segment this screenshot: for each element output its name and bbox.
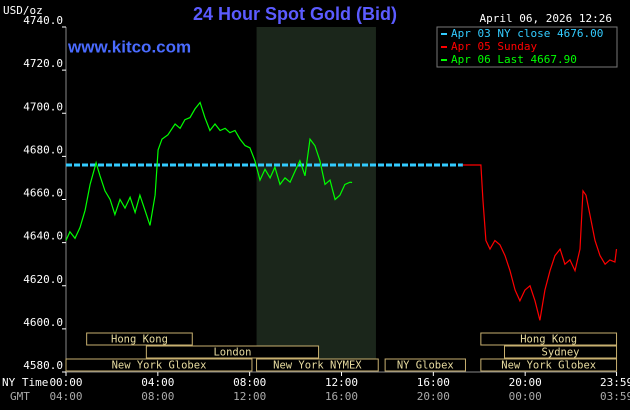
legend-label: Apr 03 NY close 4676.00 bbox=[451, 27, 603, 40]
legend-label: Apr 06 Last 4667.90 bbox=[451, 53, 577, 66]
session-label: Hong Kong bbox=[111, 334, 168, 346]
y-tick-label: 4680.0 bbox=[23, 143, 63, 156]
session-bar bbox=[480, 358, 618, 372]
session-bar bbox=[480, 332, 618, 346]
x-tick-label: 00:00 bbox=[49, 376, 82, 389]
session-label: NY Globex bbox=[397, 360, 454, 372]
x2-tick-label: 08:00 bbox=[141, 390, 174, 403]
x-tick-label: 08:00 bbox=[233, 376, 266, 389]
chart-date: April 06, 2026 12:26 bbox=[480, 12, 612, 25]
y-tick-label: 4660.0 bbox=[23, 187, 63, 200]
x2-axis-label: GMT bbox=[10, 390, 30, 403]
session-label: Hong Kong bbox=[520, 334, 577, 346]
session-label: New York Globex bbox=[112, 360, 207, 372]
y-tick-label: 4620.0 bbox=[23, 273, 63, 286]
x-tick-label: 04:00 bbox=[141, 376, 174, 389]
x-tick-label: 20:00 bbox=[509, 376, 542, 389]
x2-tick-label: 04:00 bbox=[49, 390, 82, 403]
series-line bbox=[65, 101, 353, 241]
session-bar bbox=[256, 358, 379, 372]
y-tick-label: 4600.0 bbox=[23, 316, 63, 329]
session-label: London bbox=[213, 347, 251, 359]
session-label: Sydney bbox=[542, 347, 580, 359]
y-tick-label: 4720.0 bbox=[23, 57, 63, 70]
x2-tick-label: 12:00 bbox=[233, 390, 266, 403]
x2-tick-label: 00:00 bbox=[509, 390, 542, 403]
x-axis-label: NY Time bbox=[2, 376, 48, 389]
source: www.kitco.com bbox=[67, 37, 191, 56]
y-tick-label: 4640.0 bbox=[23, 230, 63, 243]
x2-tick-label: 20:00 bbox=[417, 390, 450, 403]
x-tick-label: 16:00 bbox=[417, 376, 450, 389]
series-line bbox=[462, 164, 618, 321]
session-bar bbox=[504, 345, 618, 359]
y-unit: USD/oz bbox=[3, 4, 43, 17]
session-label: New York Globex bbox=[501, 360, 596, 372]
session-label: New York NYMEX bbox=[273, 360, 362, 372]
session-bar bbox=[145, 345, 320, 359]
session-bar bbox=[86, 332, 193, 346]
y-tick-label: 4700.0 bbox=[23, 100, 63, 113]
session-bar bbox=[65, 358, 253, 372]
x2-tick-label: 16:00 bbox=[325, 390, 358, 403]
y-tick-label: 4740.0 bbox=[23, 14, 63, 27]
chart-title: 24 Hour Spot Gold (Bid) bbox=[193, 4, 397, 24]
x-tick-label: 12:00 bbox=[325, 376, 358, 389]
x2-tick-label: 03:59 bbox=[600, 390, 630, 403]
x-tick-label: 23:59 bbox=[600, 376, 630, 389]
y-tick-label: 4580.0 bbox=[23, 359, 63, 372]
legend-box bbox=[436, 26, 618, 68]
session-bar bbox=[384, 358, 466, 372]
legend-label: Apr 05 Sunday bbox=[451, 40, 537, 53]
highlight-band bbox=[256, 27, 376, 372]
